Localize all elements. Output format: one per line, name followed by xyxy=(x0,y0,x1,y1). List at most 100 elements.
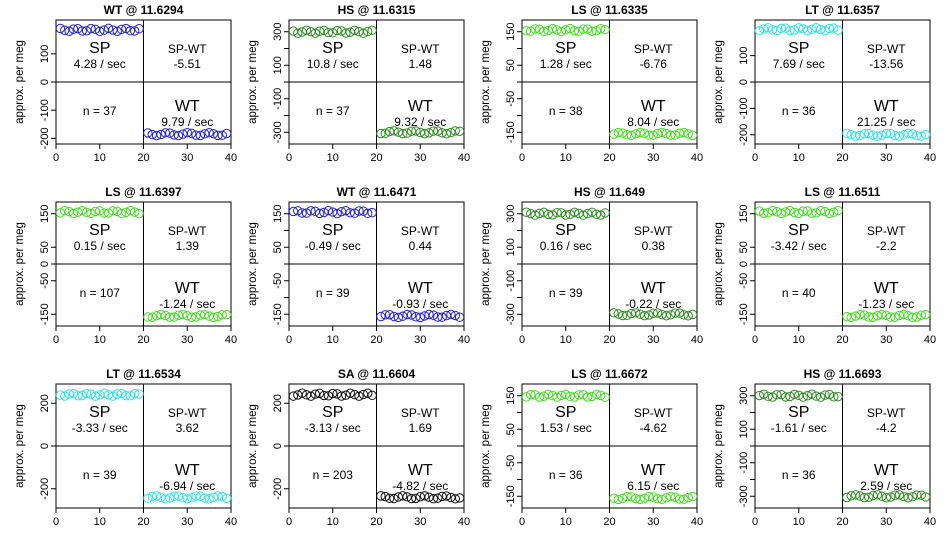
sp-point xyxy=(86,23,96,34)
wt-point xyxy=(165,312,175,322)
sp-point xyxy=(565,23,575,34)
wt-point xyxy=(855,309,865,320)
wt-rate: 9.32 / sec xyxy=(394,115,446,129)
x-tick-label: 20 xyxy=(137,334,149,346)
y-tick-label: -300 xyxy=(272,121,284,143)
wt-point xyxy=(450,494,460,504)
wt-point xyxy=(151,491,162,501)
wt-point xyxy=(859,310,870,320)
sp-point xyxy=(77,26,87,36)
y-tick-label: 0 xyxy=(738,79,750,85)
sp-point xyxy=(785,205,795,216)
sp-point xyxy=(354,206,364,216)
y-tick-label: 150 xyxy=(272,205,284,223)
y-tick-label: -100 xyxy=(39,99,51,121)
sp-point xyxy=(108,391,118,401)
y-tick-label: 50 xyxy=(738,241,750,253)
sp-point xyxy=(323,205,334,216)
sp-point xyxy=(68,208,79,219)
y-tick-label: -50 xyxy=(505,91,517,107)
wt-point xyxy=(221,128,232,139)
sp-point xyxy=(68,24,79,34)
n-count: n = 39 xyxy=(549,286,583,300)
sp-point xyxy=(561,210,571,220)
sp-label: SP xyxy=(89,40,110,57)
wt-point xyxy=(617,310,628,321)
sp-point xyxy=(363,208,373,219)
spwt-value: 3.62 xyxy=(176,421,200,435)
wt-point xyxy=(441,129,452,139)
x-tick-label: 0 xyxy=(286,152,292,164)
wt-rate: 6.15 / sec xyxy=(627,479,679,493)
wt-point xyxy=(890,490,900,500)
sp-point xyxy=(798,392,808,402)
sp-label: SP xyxy=(788,222,809,239)
sp-point xyxy=(759,208,769,218)
wt-point xyxy=(872,490,883,500)
sp-point xyxy=(319,390,329,401)
chart-title: HS @ 11.6315 xyxy=(338,3,416,17)
wt-point xyxy=(894,490,905,500)
sp-label: SP xyxy=(555,40,576,57)
n-count: n = 37 xyxy=(83,104,117,118)
sp-label: SP xyxy=(89,222,110,239)
wt-point xyxy=(687,491,698,502)
spwt-label: SP-WT xyxy=(634,224,673,238)
x-tick-label: 40 xyxy=(924,516,936,528)
wt-point xyxy=(631,308,641,318)
sp-point xyxy=(829,23,839,33)
sp-rate: 1.53 / sec xyxy=(540,421,592,435)
wt-point xyxy=(428,310,439,320)
chart-title: WT @ 11.6471 xyxy=(337,185,417,199)
wt-label: WT xyxy=(408,280,433,297)
wt-point xyxy=(916,310,926,320)
chart-panel: LT @ 11.6534 200 0 -200 0 10 20 30 40 approx. per… xyxy=(14,367,237,528)
y-tick-label: -50 xyxy=(272,273,284,289)
sp-point xyxy=(802,206,813,216)
wt-point xyxy=(213,311,223,322)
wt-point xyxy=(912,490,922,500)
wt-point xyxy=(406,310,417,320)
wt-point xyxy=(419,129,430,139)
sp-point xyxy=(552,208,562,218)
spwt-value: -13.56 xyxy=(869,57,903,71)
wt-point xyxy=(864,128,874,139)
x-tick-label: 30 xyxy=(414,516,426,528)
sp-point xyxy=(354,391,364,401)
sp-point xyxy=(332,25,342,36)
wt-point xyxy=(200,309,210,320)
sp-point xyxy=(530,210,540,220)
wt-rate: 9.79 / sec xyxy=(161,115,213,129)
sp-point xyxy=(820,25,830,36)
wt-point xyxy=(406,126,417,137)
x-tick-label: 30 xyxy=(880,334,892,346)
sp-point xyxy=(310,389,320,399)
spwt-label: SP-WT xyxy=(634,42,673,56)
wt-point xyxy=(160,310,171,321)
y-tick-label: -100 xyxy=(738,452,750,474)
sp-point xyxy=(60,206,70,216)
sp-point xyxy=(794,208,804,219)
y-axis-label: approx. per meg xyxy=(713,222,725,306)
sp-point xyxy=(815,392,826,402)
sp-point xyxy=(288,391,299,401)
sp-point xyxy=(829,392,839,402)
wt-label: WT xyxy=(408,462,433,479)
y-tick-label: 200 xyxy=(272,394,284,412)
sp-point xyxy=(55,23,66,34)
wt-point xyxy=(850,131,861,141)
wt-point xyxy=(437,312,447,322)
sp-point xyxy=(789,389,800,400)
wt-point xyxy=(217,310,227,320)
sp-rate: -1.61 / sec xyxy=(771,421,827,435)
sp-point xyxy=(763,391,773,401)
x-tick-label: 0 xyxy=(752,152,758,164)
x-tick-label: 40 xyxy=(691,152,703,164)
sp-point xyxy=(600,392,610,402)
sp-point xyxy=(68,388,79,399)
sp-point xyxy=(297,208,307,218)
chart-panel: SA @ 11.6604 200 0 -200 0 10 20 30 40 approx. per… xyxy=(247,367,470,528)
y-tick-label: -300 xyxy=(505,303,517,325)
